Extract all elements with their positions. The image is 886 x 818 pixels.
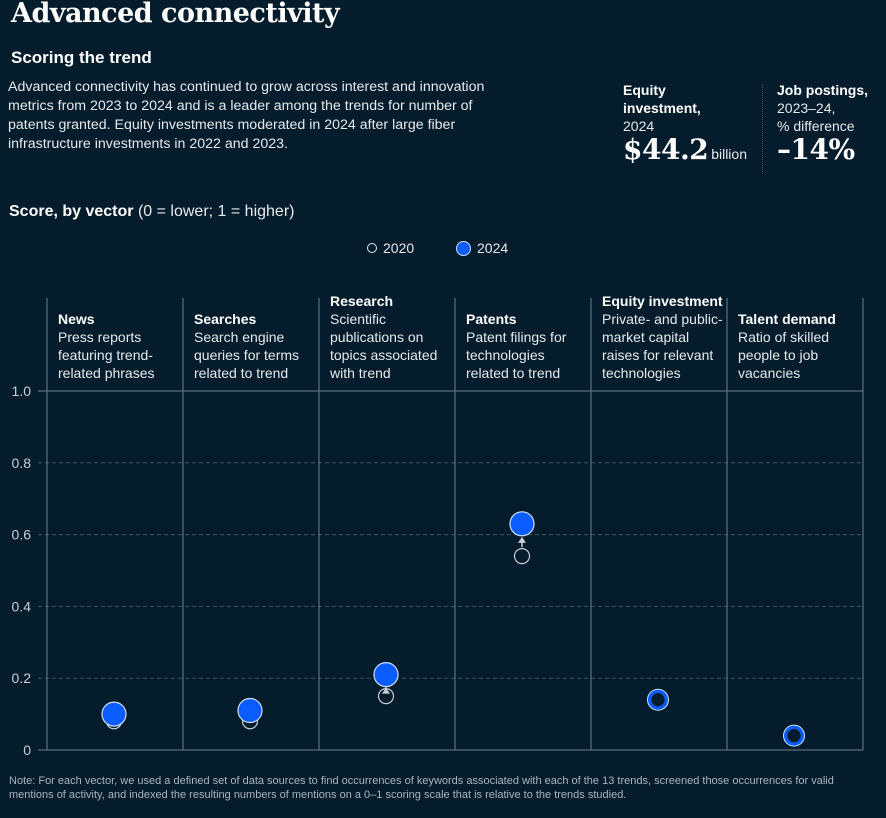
filled-circle-icon (456, 240, 471, 256)
column-description-line: Patent filings for (466, 329, 567, 345)
change-arrow-head (382, 687, 390, 694)
point-2024 (509, 511, 535, 537)
kpi-equity-investment: Equity investment, 2024 $44.2 billion (623, 81, 747, 166)
column-description-line: raises for relevant (602, 347, 714, 363)
description: Advanced connectivity has continued to g… (8, 79, 485, 152)
y-tick-label: 0.2 (12, 670, 32, 686)
change-arrow-head (518, 536, 526, 543)
column-description-line: related to trend (466, 365, 561, 381)
column-description-line: related phrases (58, 365, 155, 381)
column-header-patents: Patents Patent filings for technologies rel… (466, 310, 596, 382)
column-header-talent-demand: Talent demand Ratio of skilled people to j… (738, 310, 868, 382)
legend-item-2020: 2020 (367, 240, 414, 256)
y-tick-label: 0 (23, 742, 31, 758)
legend-label-2024: 2024 (477, 240, 509, 256)
column-description-line: market capital (602, 329, 690, 345)
column-description-line: Scientific (330, 311, 387, 327)
column-description-line: related to trend (194, 365, 289, 381)
kpi-equity-value: $44.2 (623, 133, 709, 166)
point-2020 (787, 728, 801, 743)
column-description-line: vacancies (738, 365, 801, 381)
y-tick-label: 0.8 (12, 455, 32, 471)
kpi-jobs-label: Job postings, (777, 82, 868, 98)
column-header-searches: Searches Search engine queries for terms re… (194, 310, 324, 382)
kpi-equity-unit: billion (711, 146, 747, 162)
column-description-line: technologies (466, 347, 545, 363)
point-2024 (101, 701, 127, 727)
kpi-equity-year: 2024 (623, 118, 655, 134)
column-description-line: featuring trend- (58, 347, 153, 363)
column-description-line: Search engine (194, 329, 285, 345)
column-description-line: Press reports (58, 329, 142, 345)
column-description-line: technologies (602, 365, 681, 381)
point-2020 (513, 548, 531, 565)
column-header-equity-investment: Equity investment Private- and public-mar… (602, 292, 732, 382)
kpi-jobs-value: –14% (777, 133, 855, 166)
column-title: Patents (466, 311, 517, 327)
column-description-line: people to job (738, 347, 819, 363)
column-header-news: News Press reports featuring trend-related… (58, 310, 188, 382)
kpi-jobs-metric: % difference (777, 118, 855, 134)
column-header-research: Research Scientific publications on topics … (330, 292, 460, 382)
column-description-line: with trend (330, 365, 391, 381)
point-2024 (373, 662, 399, 688)
column-title: Talent demand (738, 311, 836, 327)
point-2020 (651, 692, 665, 707)
legend-label-2020: 2020 (383, 240, 415, 256)
column-description-line: Ratio of skilled (738, 329, 830, 345)
hollow-circle-icon (367, 243, 377, 253)
legend-item-2024: 2024 (456, 240, 508, 256)
kpi-job-postings: Job postings, 2023–24, % difference –14% (777, 81, 868, 166)
column-title: Research (330, 293, 394, 309)
kpi-jobs-period: 2023–24, (777, 100, 836, 116)
kpi-equity-label-1: Equity (623, 82, 666, 98)
column-title: Equity investment (602, 293, 723, 309)
column-description-line: publications on (330, 329, 424, 345)
kpi-equity-label-2: investment, (623, 100, 701, 116)
chart-title-bold: Score, by vector (9, 203, 134, 220)
column-title: Searches (194, 311, 257, 327)
column-description-line: Private- and public- (602, 311, 723, 327)
column-description-line: queries for terms (194, 347, 300, 363)
page-title: Advanced connectivity (11, 0, 340, 29)
y-tick-label: 1.0 (12, 383, 32, 399)
score-chart: 0 0.2 0.4 0.6 0.8 1.0 (12, 298, 864, 758)
section-subtitle: Scoring the trend (11, 48, 152, 67)
column-title: News (58, 311, 95, 327)
chart-title: Score, by vector (0 = lower; 1 = higher) (9, 203, 294, 221)
footnote: Note: For each vector, we used a defined… (9, 775, 834, 801)
point-2024 (237, 697, 263, 724)
y-tick-label: 0.6 (12, 527, 32, 543)
y-tick-label: 0.4 (12, 598, 32, 614)
kpi-divider (762, 84, 763, 174)
chart-title-scale: (0 = lower; 1 = higher) (133, 203, 295, 220)
column-description-line: topics associated (330, 347, 438, 363)
